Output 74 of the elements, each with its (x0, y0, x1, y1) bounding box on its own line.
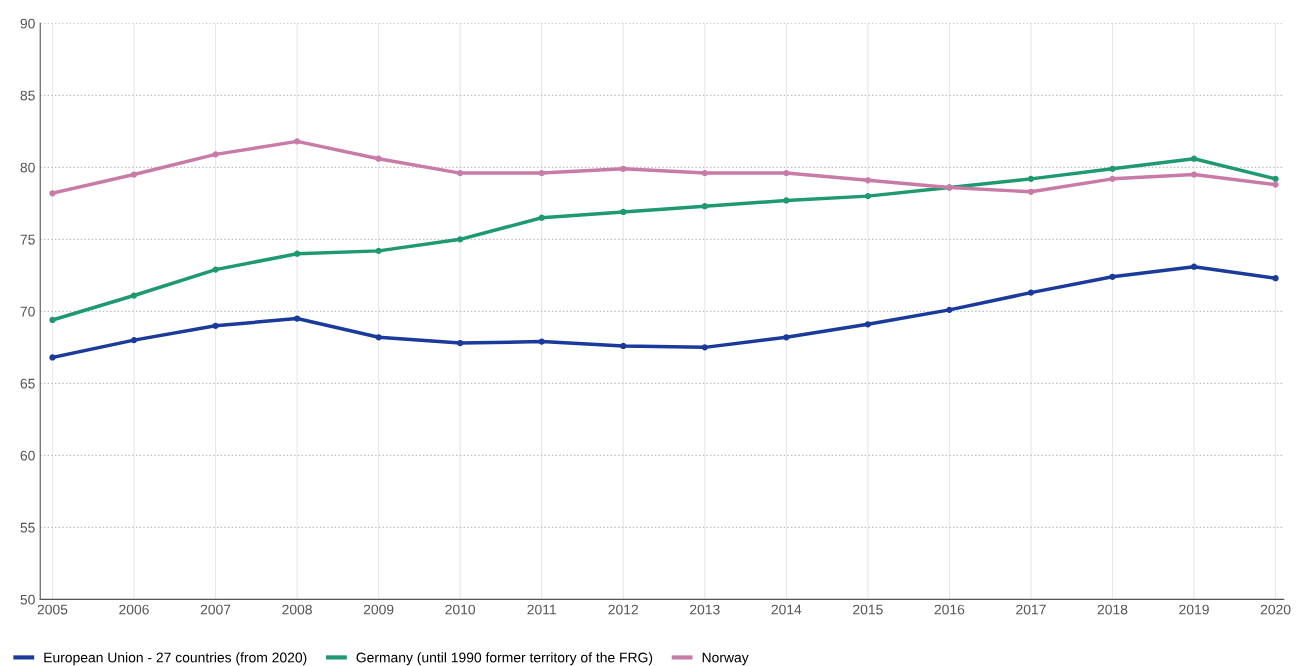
point (538, 169, 545, 177)
x-tick-label: 2007 (200, 604, 231, 615)
y-tick-label: 80 (20, 162, 35, 173)
point (1272, 175, 1279, 182)
point (538, 214, 545, 221)
point (946, 306, 953, 314)
legend-label: European Union - 27 countries (from 2020) (44, 652, 307, 666)
y-tick-label: 65 (20, 378, 35, 389)
x-tick-label: 2018 (1097, 604, 1128, 615)
x-tick-label: 2016 (934, 604, 965, 615)
point (375, 155, 382, 162)
point (1109, 175, 1116, 182)
point (620, 342, 627, 350)
x-tick-label: 2014 (771, 604, 802, 615)
point (457, 339, 464, 347)
point (1109, 165, 1116, 172)
x-tick-label: 2005 (37, 604, 68, 615)
point (1190, 171, 1198, 178)
point (701, 203, 708, 210)
x-tick-label: 2019 (1179, 604, 1209, 615)
x-tick-label: 2010 (445, 604, 476, 615)
point (293, 315, 301, 322)
point (1109, 273, 1116, 280)
point (293, 250, 301, 257)
x-tick-label: 2006 (119, 604, 149, 615)
legend-label: Norway (702, 652, 749, 666)
point (130, 171, 138, 178)
point (457, 236, 464, 243)
x-tick-label: 2013 (690, 604, 720, 615)
point (1190, 263, 1198, 270)
y-tick-label: 60 (20, 450, 35, 461)
point (701, 344, 708, 351)
x-tick-label: 2008 (282, 604, 312, 615)
y-tick-label: 70 (20, 306, 35, 317)
y-tick-label: 55 (20, 522, 35, 533)
point (1027, 289, 1035, 296)
point (620, 208, 627, 216)
x-tick-label: 2011 (527, 604, 556, 615)
y-tick-label: 85 (20, 90, 35, 101)
point (375, 334, 382, 341)
point (293, 138, 301, 145)
point (212, 266, 219, 273)
point (1190, 155, 1198, 162)
point (49, 190, 56, 197)
point (538, 338, 545, 345)
point (1027, 188, 1035, 195)
point (49, 354, 56, 361)
point (49, 316, 56, 324)
point (457, 169, 464, 177)
x-tick-label: 2009 (363, 604, 394, 615)
point (864, 177, 871, 184)
y-tick-label: 50 (20, 594, 35, 605)
point (783, 334, 790, 341)
point (130, 292, 138, 299)
point (864, 193, 871, 200)
legend-label: Germany (until 1990 former territory of the FRG) (356, 652, 653, 666)
point (620, 165, 627, 172)
y-tick-label: 75 (20, 234, 35, 245)
point (1272, 181, 1279, 188)
point (783, 197, 790, 204)
point (701, 169, 708, 177)
point (1027, 175, 1035, 182)
point (864, 321, 871, 328)
x-tick-label: 2017 (1016, 604, 1046, 615)
point (375, 247, 382, 254)
point (130, 337, 138, 344)
x-tick-label: 2012 (608, 604, 638, 615)
x-tick-label: 2020 (1260, 604, 1291, 615)
point (212, 151, 219, 158)
point (1272, 275, 1279, 282)
y-tick-label: 90 (20, 18, 35, 29)
x-tick-label: 2015 (853, 604, 883, 615)
point (783, 169, 790, 177)
point (212, 322, 219, 329)
